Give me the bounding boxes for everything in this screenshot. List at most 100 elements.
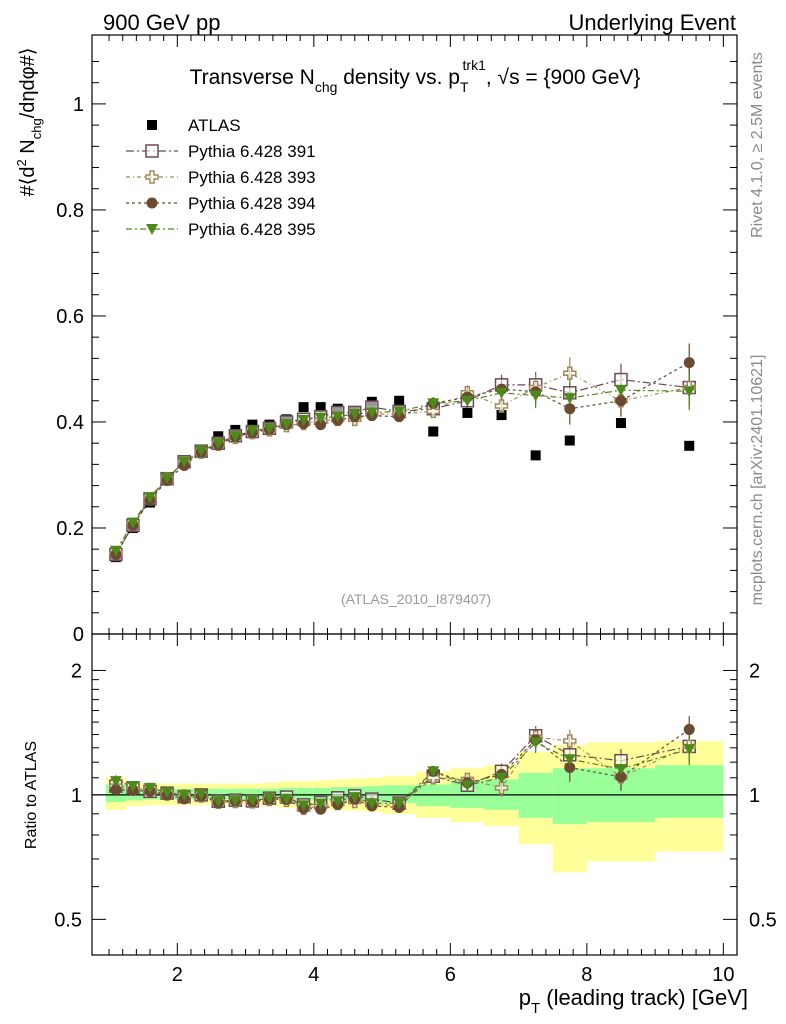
analysis-tag: (ATLAS_2010_I879407) <box>341 591 491 607</box>
ratio-point <box>195 789 208 801</box>
legend-marker <box>146 224 158 235</box>
legend-marker <box>145 170 159 184</box>
x-tick-label: 10 <box>712 964 734 986</box>
data-point <box>297 414 310 426</box>
data-point <box>213 431 224 442</box>
data-point <box>126 517 139 529</box>
legend-label: Pythia 6.428 395 <box>188 220 316 239</box>
x-tick-label: 6 <box>445 964 456 986</box>
legend-marker <box>146 197 158 209</box>
ratio-point <box>144 782 157 794</box>
main-panel: 0 0.2 0.4 0.6 0.8 1 Transverse Nchg density v… <box>14 34 738 646</box>
ratio-y-tick-label-right: 2 <box>749 660 760 682</box>
legend: ATLAS Pythia 6.428 391 Pythia 6.428 393 Pyt… <box>126 116 316 239</box>
data-point <box>563 393 576 405</box>
ratio-point <box>280 793 293 805</box>
ratio-y-tick-label: 0.5 <box>54 909 82 931</box>
x-axis-label: pT (leading track) [GeV] <box>519 985 748 1017</box>
data-point <box>683 386 696 398</box>
ratio-point <box>229 795 242 807</box>
data-point <box>393 406 406 418</box>
data-point <box>564 435 575 446</box>
ratio-point <box>109 776 122 788</box>
ratio-point <box>365 798 378 810</box>
ratio-point <box>615 771 627 783</box>
data-point <box>315 419 327 431</box>
legend-marker <box>145 144 159 158</box>
ratio-point <box>348 792 361 804</box>
ratio-point <box>683 744 696 756</box>
data-point <box>529 390 542 402</box>
data-point <box>564 403 576 415</box>
main-ylabel: #⟨d2 Nchg/dηdφ#⟩ <box>14 47 44 196</box>
ratio-point <box>314 798 327 810</box>
ratio-band-inner <box>211 788 229 800</box>
data-point <box>195 445 208 457</box>
legend-label: Pythia 6.428 393 <box>188 168 316 187</box>
data-point <box>315 402 326 413</box>
ratio-point <box>161 787 174 799</box>
data-point <box>462 407 473 418</box>
data-point <box>427 398 440 410</box>
ratio-point <box>427 766 440 778</box>
y-tick-label: 0.2 <box>56 518 84 540</box>
data-point <box>348 409 361 421</box>
ratio-y-tick-label: 1 <box>71 785 82 807</box>
ratio-points <box>109 723 696 816</box>
data-point <box>615 395 627 407</box>
data-point <box>614 372 628 387</box>
x-tick-label: 4 <box>308 964 319 986</box>
ratio-bands <box>105 741 724 873</box>
rivet-label: Rivet 4.1.0, ≥ 2.5M events <box>749 52 766 238</box>
ratio-point <box>563 754 576 766</box>
data-point <box>615 418 626 429</box>
main-points <box>109 357 696 563</box>
data-point <box>495 387 508 399</box>
data-point <box>563 366 577 380</box>
x-tick-label: 8 <box>581 964 592 986</box>
y-tick-label: 0 <box>73 624 84 646</box>
ratio-panel: 2 4 6 8 10 0.5 0.5 1 1 2 2 Ratio to ATLAS pT (lead… <box>23 633 777 1017</box>
ratio-ylabel: Ratio to ATLAS <box>23 741 40 849</box>
data-point <box>461 395 474 407</box>
ratio-point <box>563 734 577 748</box>
legend-label: ATLAS <box>188 116 241 135</box>
ratio-point <box>494 781 509 795</box>
ratio-band-inner <box>245 788 263 800</box>
ratio-point <box>614 764 627 776</box>
data-point <box>530 450 541 461</box>
ratio-point <box>564 761 576 773</box>
data-point <box>314 412 327 424</box>
ratio-point <box>178 789 191 801</box>
ratio-point <box>529 737 542 749</box>
data-point <box>144 492 157 504</box>
y-tick-label: 1 <box>73 94 84 116</box>
ratio-point <box>461 780 474 792</box>
ratio-point <box>263 793 276 805</box>
data-point <box>298 402 309 413</box>
ratio-band-inner <box>296 787 314 801</box>
data-point <box>494 399 509 413</box>
data-point <box>428 426 439 437</box>
ratio-band-inner <box>655 765 724 818</box>
mcplots-label: mcplots.cern.ch [arXiv:2401.10621] <box>749 355 766 606</box>
ratio-point <box>126 781 139 793</box>
data-point <box>212 438 225 450</box>
y-tick-label: 0.8 <box>56 200 84 222</box>
data-point <box>247 419 258 430</box>
legend-label: Pythia 6.428 391 <box>188 142 316 161</box>
ratio-point <box>246 795 259 807</box>
main-title: Transverse Nchg density vs. pTtrk1, √s =… <box>190 57 641 95</box>
data-point <box>280 419 293 431</box>
ratio-frame <box>91 633 738 956</box>
header-left: 900 GeV pp <box>103 10 220 35</box>
data-point <box>331 411 344 423</box>
data-point <box>109 545 122 557</box>
legend-marker <box>147 120 157 130</box>
main-ticks: 0 0.2 0.4 0.6 0.8 1 <box>56 35 737 646</box>
ratio-y-tick-label-right: 1 <box>749 785 760 807</box>
ratio-point <box>495 772 508 784</box>
ratio-y-tick-label: 2 <box>71 660 82 682</box>
ratio-point <box>331 796 344 808</box>
